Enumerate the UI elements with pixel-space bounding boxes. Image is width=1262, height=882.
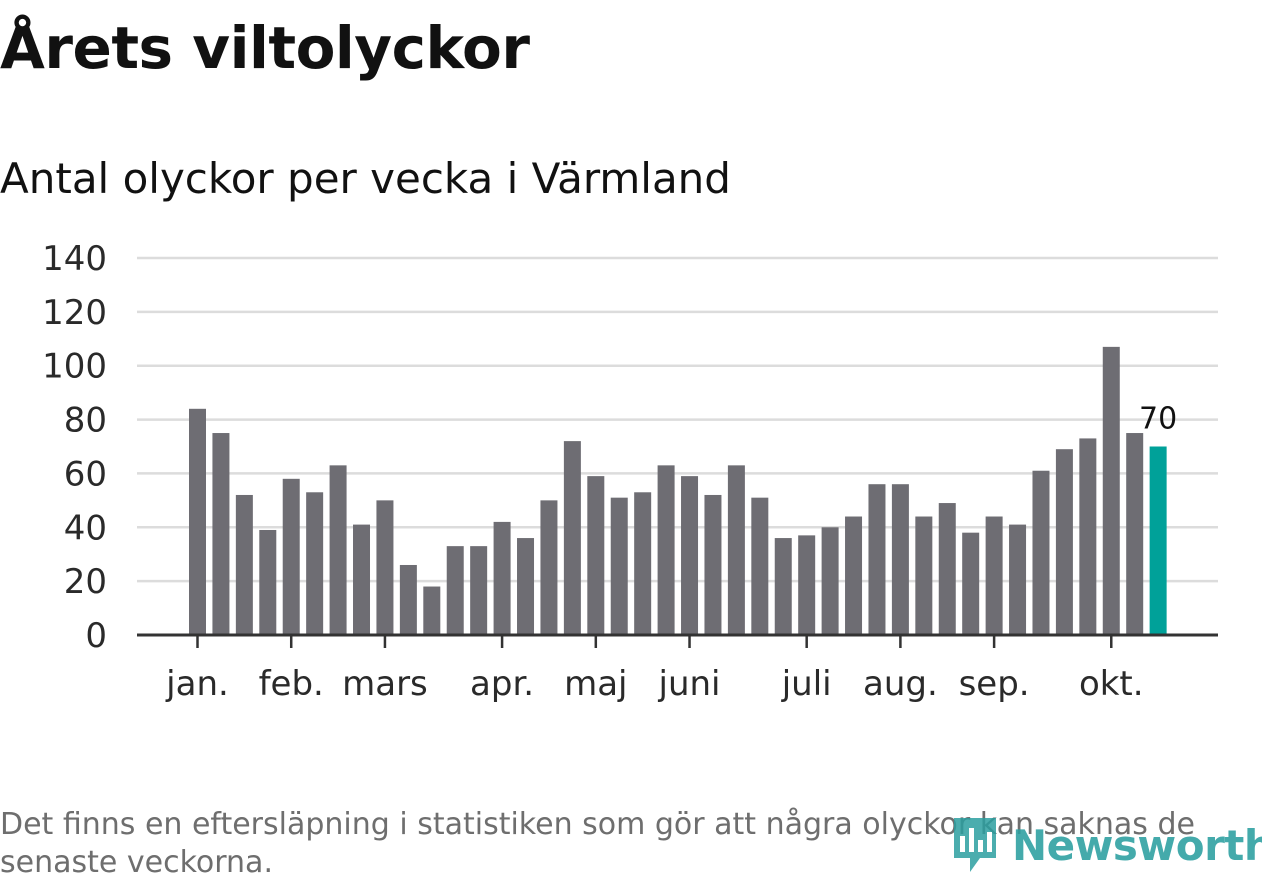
x-tick-label: maj: [564, 664, 627, 704]
bar: [353, 524, 371, 635]
x-tick-label: aug.: [863, 664, 938, 704]
bar: [1126, 433, 1144, 635]
bar: [189, 408, 206, 635]
bar-highlight: [1149, 446, 1167, 635]
bar: [751, 497, 769, 635]
y-tick-label: 100: [42, 347, 107, 387]
bar: [517, 538, 535, 635]
y-tick-label: 80: [64, 401, 107, 441]
bar: [1032, 470, 1050, 635]
bar: [563, 441, 581, 635]
bar: [821, 527, 839, 635]
x-axis: jan. feb. mars apr. maj juni juli aug. sep. okt.: [165, 635, 1144, 704]
y-tick-label: 20: [64, 562, 107, 602]
chart-subtitle: Antal olyckor per vecka i Värmland: [0, 154, 731, 203]
data-labels: 70: [1139, 402, 1177, 437]
chart-title: Årets viltolyckor: [0, 14, 530, 82]
bar: [727, 465, 745, 635]
bar: [610, 497, 628, 635]
bar: [657, 465, 675, 635]
bar: [282, 478, 300, 635]
newsworthy-logo-icon: [950, 814, 1000, 876]
bar: [798, 535, 816, 635]
bar: [329, 465, 347, 635]
y-tick-label: 0: [85, 616, 107, 656]
x-tick-label: jan.: [165, 664, 229, 704]
bars: [189, 346, 1167, 635]
bar: [845, 516, 863, 635]
bar: [259, 529, 277, 635]
bar: [493, 521, 511, 635]
y-tick-label: 60: [64, 454, 107, 494]
bar: [376, 500, 394, 635]
bar: [985, 516, 1003, 635]
bar: [1079, 438, 1097, 635]
y-tick-label: 40: [64, 508, 107, 548]
bar: [774, 538, 792, 635]
bar: [962, 532, 980, 635]
bar: [423, 586, 441, 635]
bar: [1009, 524, 1027, 635]
x-tick-label: sep.: [959, 664, 1030, 704]
bar: [634, 492, 652, 635]
bar: [681, 476, 699, 635]
y-tick-label: 120: [42, 293, 107, 333]
bar: [446, 546, 464, 635]
x-tick-label: apr.: [470, 664, 534, 704]
bar: [891, 484, 909, 635]
x-tick-label: juni: [658, 664, 721, 704]
bar: [1102, 346, 1120, 635]
bar: [540, 500, 558, 635]
bar: [938, 503, 956, 635]
data-label: 70: [1139, 402, 1177, 437]
x-tick-label: feb.: [259, 664, 324, 704]
newsworthy-brand: Newsworthy: [950, 812, 1262, 878]
x-tick-label: okt.: [1079, 664, 1144, 704]
bar: [470, 546, 488, 635]
brand-name: Newsworthy: [1012, 820, 1262, 870]
bar: [704, 494, 722, 635]
bar: [1055, 449, 1073, 635]
bar: [306, 492, 324, 635]
bar: [587, 476, 605, 635]
x-tick-label: juli: [781, 664, 832, 704]
y-tick-label: 140: [42, 239, 107, 279]
bar: [868, 484, 886, 635]
y-axis-labels: 0 20 40 60 80 100 120 140: [42, 239, 107, 656]
x-tick-label: mars: [342, 664, 428, 704]
bar: [212, 433, 230, 635]
bar: [915, 516, 933, 635]
bar: [235, 494, 253, 635]
bar: [399, 564, 417, 635]
